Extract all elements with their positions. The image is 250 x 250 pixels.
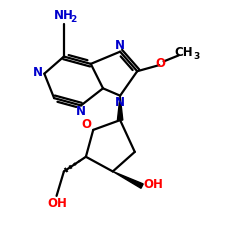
- Polygon shape: [113, 172, 143, 188]
- Text: O: O: [156, 57, 166, 70]
- Text: O: O: [81, 118, 91, 132]
- Polygon shape: [118, 96, 123, 120]
- Text: NH: NH: [54, 9, 74, 22]
- Text: OH: OH: [143, 178, 163, 192]
- Text: 2: 2: [70, 15, 76, 24]
- Text: OH: OH: [48, 197, 68, 210]
- Text: 3: 3: [193, 52, 200, 60]
- Text: CH: CH: [175, 46, 194, 59]
- Text: N: N: [76, 105, 86, 118]
- Text: N: N: [115, 38, 125, 52]
- Text: N: N: [33, 66, 43, 79]
- Text: N: N: [115, 96, 125, 109]
